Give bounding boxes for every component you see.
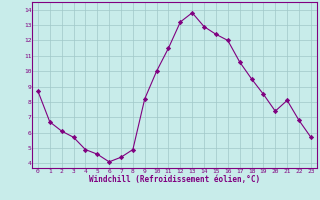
- X-axis label: Windchill (Refroidissement éolien,°C): Windchill (Refroidissement éolien,°C): [89, 175, 260, 184]
